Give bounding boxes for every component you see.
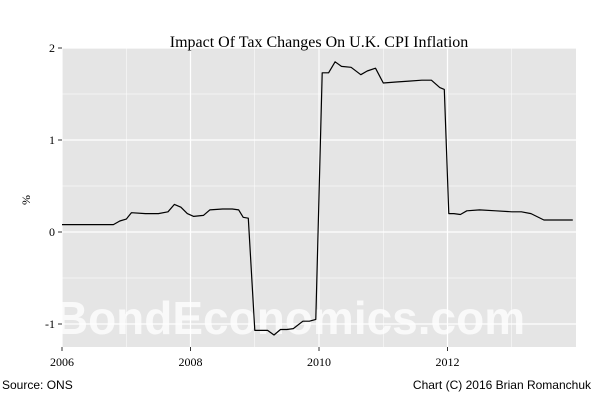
y-tick-label: -1 xyxy=(45,317,55,331)
x-tick-label: 2006 xyxy=(50,355,74,369)
y-axis-label: % xyxy=(19,195,33,205)
y-tick-label: 2 xyxy=(49,41,55,55)
x-tick-label: 2010 xyxy=(307,355,331,369)
chart-title: Impact Of Tax Changes On U.K. CPI Inflat… xyxy=(170,34,469,51)
x-tick-label: 2008 xyxy=(179,355,203,369)
watermark: BondEconomics.com xyxy=(55,292,525,344)
axis-ticks: -1 0 1 2 2006 2008 2010 2012 xyxy=(45,41,460,369)
x-tick-label: 2012 xyxy=(436,355,460,369)
y-tick-label: 1 xyxy=(49,133,55,147)
chart-credit: Chart (C) 2016 Brian Romanchuk xyxy=(413,378,592,392)
series-line xyxy=(62,61,573,336)
source-note: Source: ONS xyxy=(2,378,73,392)
y-tick-label: 0 xyxy=(49,225,55,239)
